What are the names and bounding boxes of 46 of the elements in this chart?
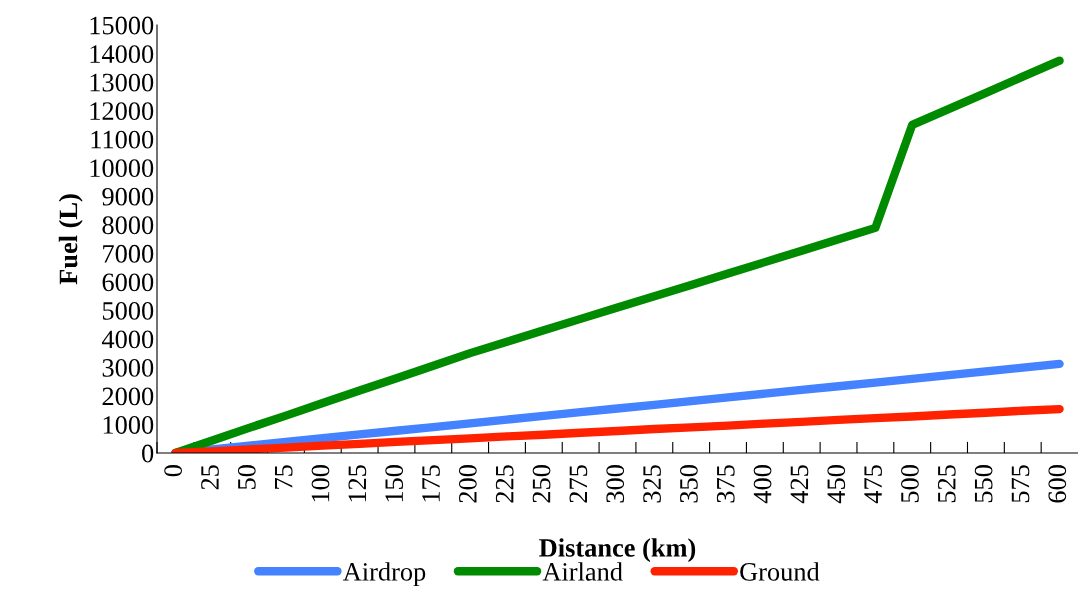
x-tick-label: 600 [1048,465,1067,503]
x-tick-label: 125 [348,465,367,502]
y-tick-label: 10000 [90,159,154,178]
y-tick-label: 13000 [90,73,154,92]
legend-label: Ground [740,562,820,581]
x-tick-label: 575 [1011,465,1030,503]
x-tick-label: 375 [716,465,735,503]
x-tick-label: 500 [901,465,919,503]
y-tick-label: 12000 [90,102,154,121]
x-tick-label: 525 [937,465,956,503]
y-tick-label: 0 [142,444,154,463]
y-tick-label: 9000 [102,187,154,206]
x-tick-label: 300 [606,465,625,503]
x-tick-label: 150 [385,465,404,502]
x-tick-label: 25 [201,465,219,490]
y-tick-label: 2000 [102,387,154,406]
y-axis-title: Fuel (L) [58,194,83,285]
x-tick-label: 0 [164,465,183,477]
y-tick-label: 5000 [102,301,154,320]
x-tick-label: 100 [311,465,330,502]
x-tick-label: 50 [237,465,256,489]
y-tick-label: 11000 [91,130,154,149]
y-tick-label: 1000 [103,416,154,434]
x-tick-label: 75 [275,465,293,489]
x-axis-title: Distance (km) [539,538,696,563]
x-tick-label: 275 [569,465,588,503]
legend-label: Airdrop [342,562,426,587]
x-tick-label: 175 [422,465,440,502]
x-tick-label: 225 [495,465,514,503]
y-tick-label: 3000 [102,359,154,377]
x-tick-label: 550 [974,465,993,503]
x-tick-label: 200 [458,465,477,503]
y-tick-label: 8000 [102,216,154,235]
x-tick-label: 450 [827,465,846,504]
x-tick-label: 475 [864,465,882,504]
x-tick-label: 400 [753,465,772,504]
x-tick-label: 325 [643,465,661,503]
y-tick-label: 14000 [90,45,154,63]
y-tick-label: 15000 [90,16,154,35]
y-tick-label: 4000 [101,330,154,349]
y-tick-label: 7000 [103,244,154,263]
legend-label: Airland [542,562,623,581]
y-tick-label: 6000 [102,273,154,292]
x-tick-label: 250 [532,465,551,503]
x-tick-label: 425 [790,465,809,504]
x-tick-label: 350 [679,465,698,503]
